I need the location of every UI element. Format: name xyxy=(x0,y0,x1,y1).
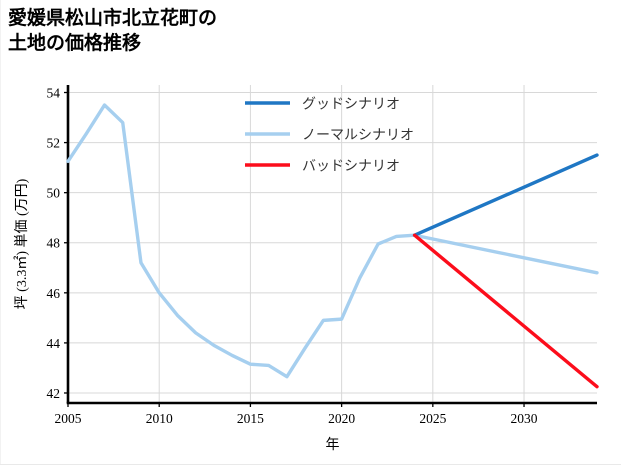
y-tick-label: 52 xyxy=(47,136,61,151)
chart-title: 愛媛県松山市北立花町の 土地の価格推移 xyxy=(8,8,218,55)
plot-frame xyxy=(66,85,597,405)
series-line xyxy=(412,233,599,389)
left-border-rule xyxy=(0,0,1,465)
x-tick-label: 2010 xyxy=(146,411,173,426)
x-tick-label: 2015 xyxy=(237,411,264,426)
x-tick-label: 2030 xyxy=(511,411,538,426)
y-axis-ticks: 42 44 46 48 50 52 54 xyxy=(47,86,68,401)
data-series-lines xyxy=(66,103,599,389)
y-tick-label: 46 xyxy=(47,286,61,301)
y-tick-label: 50 xyxy=(47,186,61,201)
y-tick-label: 42 xyxy=(47,386,61,401)
legend-label: グッドシナリオ xyxy=(302,97,400,113)
y-axis-title: 坪 (3.3㎡) 単価 (万円) xyxy=(14,178,30,309)
legend-label: ノーマルシナリオ xyxy=(302,129,414,144)
series-line xyxy=(66,103,599,379)
y-tick-label: 44 xyxy=(47,336,61,351)
y-tick-label: 48 xyxy=(47,236,61,251)
x-tick-label: 2025 xyxy=(419,411,446,426)
axis-titles: 年 坪 (3.3㎡) 単価 (万円) xyxy=(14,178,340,453)
legend-label: バッドシナリオ xyxy=(302,160,400,175)
x-tick-label: 2005 xyxy=(55,411,82,426)
series-line xyxy=(412,153,599,237)
x-axis-ticks: 2005 2010 2015 2020 2025 2030 xyxy=(55,403,538,426)
x-tick-label: 2020 xyxy=(328,411,355,426)
y-tick-label: 54 xyxy=(47,86,61,101)
x-axis-title: 年 xyxy=(326,437,340,453)
